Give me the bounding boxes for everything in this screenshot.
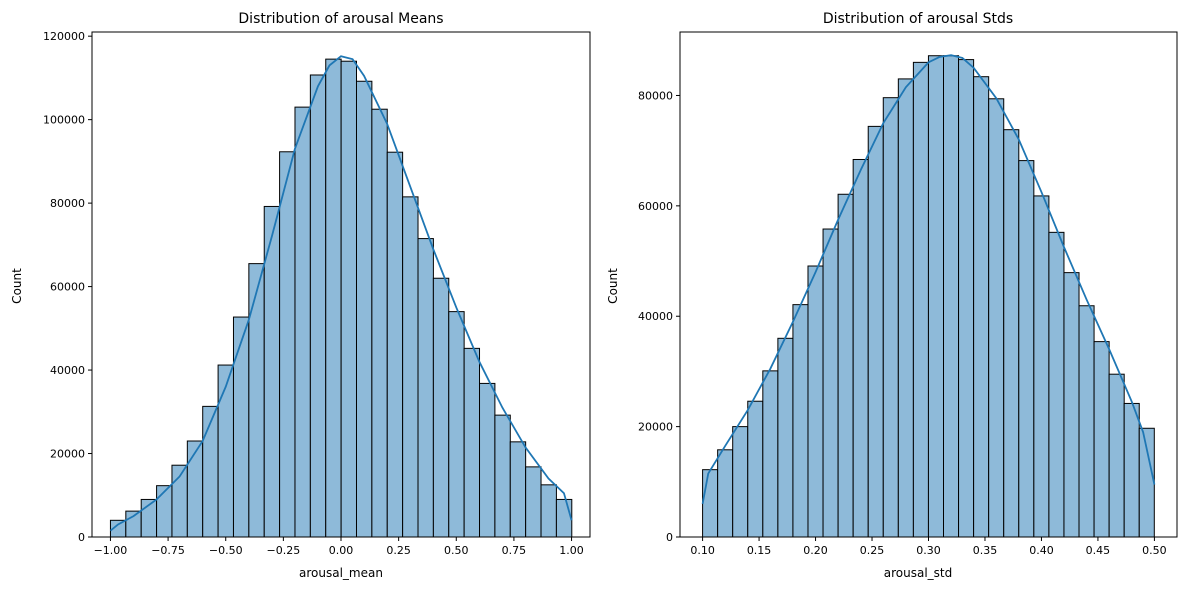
histogram-bar [294, 106, 311, 538]
x-tick-label: −1.00 [94, 544, 128, 557]
x-tick-label: 0.20 [803, 544, 828, 557]
histogram-bar [248, 263, 265, 538]
y-tick-label: 40000 [638, 310, 673, 323]
x-tick-label: 0.10 [690, 544, 715, 557]
histogram-bar [340, 60, 357, 538]
histogram-bar [1138, 427, 1155, 538]
histogram-bar [762, 370, 779, 538]
x-tick-label: 0.35 [973, 544, 998, 557]
histogram-bar [217, 364, 234, 538]
histogram-bar [1063, 272, 1080, 538]
y-tick-label: 80000 [50, 197, 85, 210]
histogram-bar [897, 78, 914, 538]
y-axis-label: Count [10, 268, 24, 304]
histogram-bar [325, 58, 342, 538]
y-tick-label: 60000 [638, 200, 673, 213]
y-axis-label: Count [606, 268, 620, 304]
histogram-bar [386, 151, 404, 538]
histogram-bar [371, 108, 388, 538]
histogram-bar [822, 228, 839, 538]
histogram-bar [540, 484, 557, 538]
histogram-bar [867, 125, 884, 538]
histogram-bar [747, 400, 764, 538]
x-tick-label: 0.15 [747, 544, 772, 557]
histogram-bar [417, 238, 434, 538]
y-tick-label: 100000 [43, 114, 85, 127]
histogram-bar [1033, 195, 1050, 538]
histogram-bar [717, 449, 734, 538]
histogram-bar [479, 382, 496, 538]
histogram-bar [973, 76, 990, 538]
x-tick-label: 0.45 [1086, 544, 1111, 557]
x-tick-label: 0.50 [444, 544, 469, 557]
chart-title: Distribution of arousal Stds [823, 11, 1013, 27]
histogram-bar [988, 98, 1005, 538]
x-tick-label: 1.00 [559, 544, 584, 557]
histogram-bar [463, 347, 481, 538]
bars [109, 58, 573, 538]
x-tick-label: −0.25 [267, 544, 301, 557]
chart-title: Distribution of arousal Means [238, 11, 443, 27]
histogram-bar [1108, 373, 1125, 538]
bars [702, 55, 1155, 538]
histogram-bar [1123, 402, 1140, 538]
chart-arousal-means: Distribution of arousal Means arousal_me… [10, 11, 591, 580]
histogram-bar [732, 426, 749, 538]
histogram-bar [494, 414, 511, 538]
histogram-bar [852, 158, 869, 538]
histogram-bar [232, 316, 250, 538]
histogram-bar [837, 193, 854, 538]
x-tick-label: 0.25 [860, 544, 885, 557]
histogram-bar [432, 277, 450, 538]
histogram-bar [1078, 305, 1095, 538]
y-tick-label: 20000 [50, 448, 85, 461]
x-tick-label: 0.75 [502, 544, 527, 557]
histogram-bar [958, 59, 975, 538]
x-tick-label: −0.75 [151, 544, 185, 557]
y-tick-label: 0 [666, 531, 673, 544]
histogram-bar [448, 311, 465, 538]
histogram-bar [125, 510, 142, 538]
histogram-bar [882, 97, 899, 538]
x-axis-label: arousal_std [884, 566, 952, 580]
histogram-bar [943, 55, 960, 538]
histogram-bar [777, 337, 794, 538]
x-tick-label: −0.50 [209, 544, 243, 557]
histogram-bar [509, 441, 527, 538]
histogram-bar [1048, 231, 1065, 538]
histogram-bar [309, 74, 327, 538]
x-tick-label: 0.00 [329, 544, 354, 557]
x-tick-label: 0.40 [1029, 544, 1054, 557]
x-axis-label: arousal_mean [299, 566, 383, 580]
y-tick-label: 0 [78, 531, 85, 544]
histogram-bar [807, 265, 824, 538]
histogram-bar [555, 498, 573, 538]
histogram-bar [927, 55, 945, 538]
x-tick-label: 0.30 [916, 544, 941, 557]
histogram-bar [156, 485, 173, 538]
histogram-bar [202, 405, 219, 538]
kde-line [701, 54, 1156, 505]
histogram-bar [792, 304, 809, 538]
histogram-bar [1003, 129, 1020, 538]
kde-line [109, 55, 573, 532]
x-tick-label: 0.50 [1142, 544, 1167, 557]
histogram-bar [402, 196, 419, 538]
histogram-bar [186, 440, 204, 538]
histogram-bar [1018, 160, 1035, 538]
x-tick-label: 0.25 [386, 544, 411, 557]
histogram-bar [355, 80, 373, 538]
y-tick-label: 60000 [50, 281, 85, 294]
y-tick-label: 20000 [638, 421, 673, 434]
histogram-bar [279, 151, 296, 538]
chart-arousal-stds: Distribution of arousal Stds arousal_std… [606, 11, 1178, 580]
histogram-bar [525, 466, 542, 538]
y-tick-label: 120000 [43, 30, 85, 43]
y-tick-label: 80000 [638, 89, 673, 102]
histogram-bar [702, 469, 719, 538]
histogram-bar [1093, 341, 1110, 538]
histogram-bar [912, 61, 929, 538]
y-tick-label: 40000 [50, 364, 85, 377]
